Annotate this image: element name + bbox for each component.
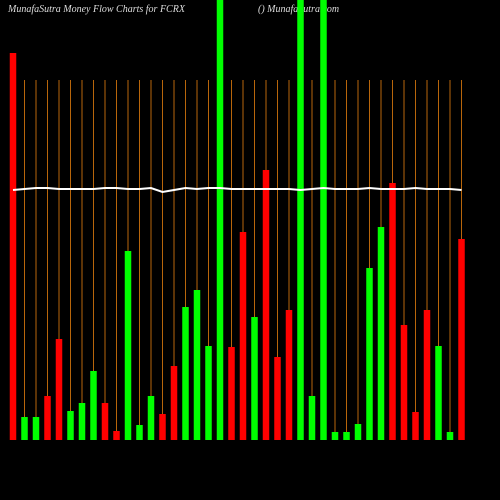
bar: [44, 396, 51, 440]
bar: [239, 232, 247, 440]
bar: [354, 424, 362, 440]
bar: [446, 432, 454, 440]
bar: [435, 346, 442, 440]
bar: [343, 432, 350, 440]
bar: [9, 53, 17, 440]
bar: [412, 412, 419, 440]
bar: [262, 170, 270, 440]
bar: [193, 290, 201, 440]
bar: [458, 239, 465, 440]
bar: [78, 403, 86, 440]
bar: [274, 357, 281, 440]
bar: [32, 417, 40, 440]
bar: [182, 307, 189, 440]
bar: [400, 325, 408, 440]
bar: [90, 371, 97, 440]
bar: [251, 317, 258, 440]
bar: [147, 396, 155, 440]
bar: [21, 417, 28, 440]
bar: [423, 310, 431, 440]
bar: [297, 0, 304, 440]
bar: [113, 431, 120, 440]
bar: [55, 339, 63, 440]
chart-title: MunafaSutra Money Flow Charts for FCRX: [7, 4, 186, 15]
bar: [159, 414, 166, 440]
bar: [389, 183, 396, 440]
bar: [228, 347, 235, 440]
bar: [366, 268, 373, 440]
bar: [285, 310, 293, 440]
bar: [331, 432, 339, 440]
money-flow-line: [12, 186, 462, 194]
bar: [136, 425, 143, 440]
bar: [308, 396, 316, 440]
bar: [67, 411, 74, 440]
bar: [320, 0, 327, 440]
bar: [377, 227, 385, 440]
bar: [170, 366, 178, 440]
bar: [101, 403, 109, 440]
bar: [205, 346, 212, 440]
bar: [216, 0, 224, 440]
bar: [124, 251, 132, 440]
